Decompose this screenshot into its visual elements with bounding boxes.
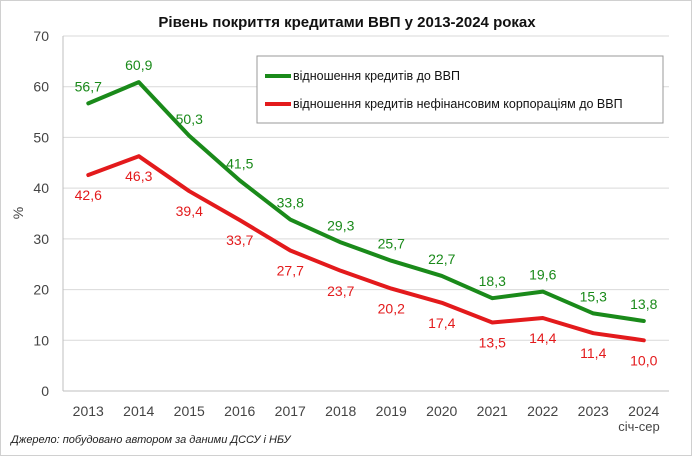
data-label-series-0: 18,3 (479, 273, 506, 289)
legend-label-nonfinancial: відношення кредитів нефінансовим корпора… (293, 97, 623, 111)
y-tick-label: 40 (33, 180, 49, 196)
y-tick-label: 70 (33, 28, 49, 44)
data-label-series-0: 33,8 (277, 195, 304, 211)
series-line-1 (86, 154, 646, 343)
data-label-series-1: 17,4 (428, 315, 455, 331)
chart-title: Рівень покриття кредитами ВВП у 2013-202… (158, 14, 536, 31)
data-label-series-1: 13,5 (479, 335, 506, 351)
y-tick-label: 60 (33, 79, 49, 95)
x-tick-label: 2019 (376, 403, 407, 419)
data-label-series-0: 13,8 (630, 296, 657, 312)
data-label-series-0: 15,3 (580, 288, 607, 304)
data-label-series-0: 60,9 (125, 57, 152, 73)
data-label-series-1: 27,7 (277, 263, 304, 279)
x-tick-label: 2014 (123, 403, 154, 419)
data-labels: 56,7 60,9 50,3 41,5 33,8 29,3 25,7 22,7 18,3 19,6… (75, 57, 658, 368)
data-label-series-1: 10,0 (630, 352, 657, 368)
data-label-series-1: 20,2 (378, 301, 405, 317)
x-tick-label: 2015 (174, 403, 205, 419)
y-tick-label: 30 (33, 231, 49, 247)
data-label-series-0: 56,7 (75, 78, 102, 94)
data-label-series-0: 25,7 (378, 236, 405, 252)
data-label-series-0: 22,7 (428, 251, 455, 267)
data-label-series-1: 23,7 (327, 283, 354, 299)
data-label-series-1: 14,4 (529, 330, 556, 346)
data-label-series-1: 39,4 (176, 203, 203, 219)
x-tick-label: 2013 (73, 403, 104, 419)
data-label-series-0: 19,6 (529, 267, 556, 283)
data-label-series-1: 46,3 (125, 168, 152, 184)
x-tick-label: 2016 (224, 403, 255, 419)
data-label-series-1: 33,7 (226, 232, 253, 248)
data-label-series-0: 29,3 (327, 217, 354, 233)
x-tick-label: 2020 (426, 403, 457, 419)
y-tick-label: 20 (33, 282, 49, 298)
data-label-series-1: 11,4 (580, 345, 606, 361)
y-tick-label: 10 (33, 332, 49, 348)
x-tick-label: 2021 (477, 403, 508, 419)
x-tick-label: 2018 (325, 403, 356, 419)
axes: 0 10 20 30 40 50 60 70 2013 2014 2015 2016 2017 2018 2… (33, 28, 669, 419)
series-line-0 (86, 80, 646, 323)
legend: відношення кредитів до ВВП відношення кр… (256, 55, 664, 124)
data-label-series-1: 42,6 (75, 187, 102, 203)
x-tick-label: 2023 (578, 403, 609, 419)
y-tick-label: 0 (41, 383, 49, 399)
y-axis-label: % (10, 207, 26, 219)
x-tick-label: 2017 (275, 403, 306, 419)
legend-label-total: відношення кредитів до ВВП (293, 69, 460, 83)
legend-box (256, 55, 664, 124)
data-label-series-0: 41,5 (226, 156, 253, 172)
source-note: Джерело: побудовано автором за даними ДС… (9, 434, 291, 446)
x-tick-label: 2022 (527, 403, 558, 419)
series-lines (86, 80, 646, 343)
x-tick-label: 2024 (628, 403, 659, 419)
data-label-series-0: 50,3 (176, 111, 203, 127)
period-note: січ-сер (618, 419, 659, 434)
y-tick-label: 50 (33, 129, 49, 145)
